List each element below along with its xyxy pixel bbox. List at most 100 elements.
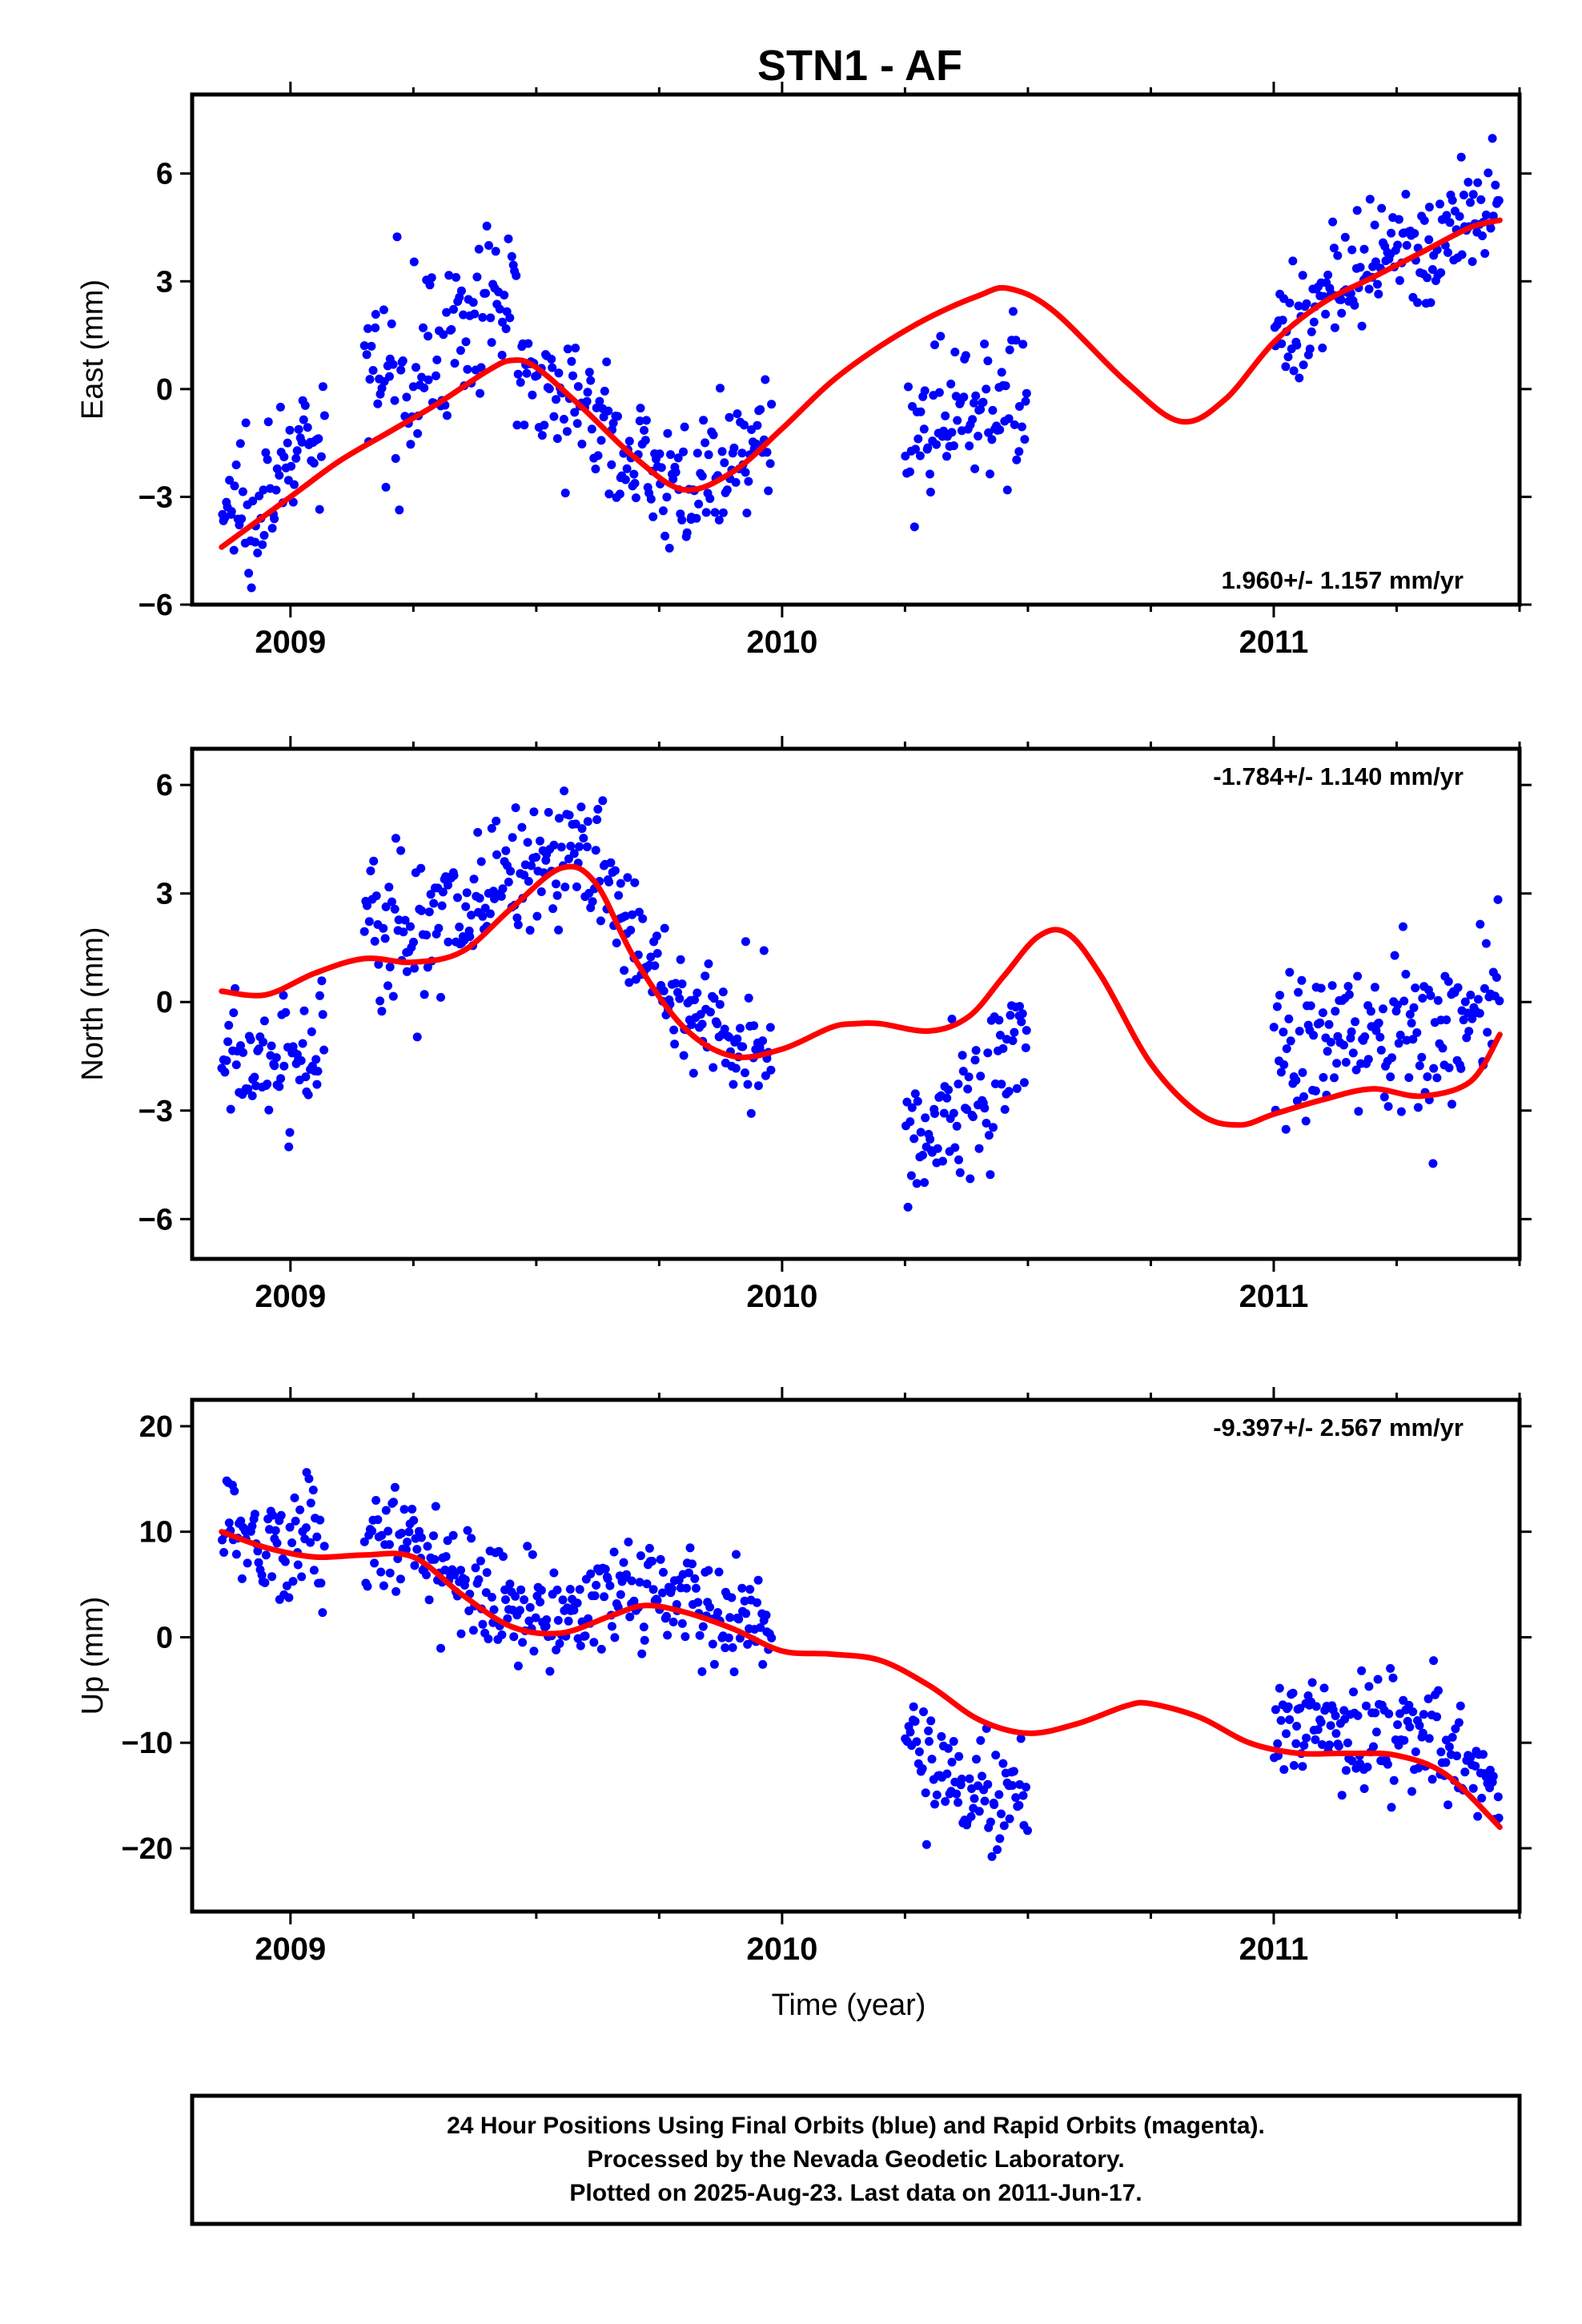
- data-point: [299, 415, 308, 424]
- data-point: [1286, 1036, 1295, 1046]
- data-point: [271, 1526, 280, 1535]
- data-point: [1271, 1705, 1280, 1715]
- data-point: [913, 434, 923, 444]
- data-point: [631, 493, 640, 503]
- data-point: [548, 904, 558, 914]
- data-point: [727, 1593, 737, 1602]
- data-point: [259, 485, 268, 495]
- panel-0: −6 −3 0 3 6 2009 2010 2011 East (mm) 1.960+/- 1.1…: [76, 82, 1532, 660]
- data-point: [610, 866, 620, 875]
- data-point: [444, 937, 453, 947]
- data-point: [222, 1055, 231, 1065]
- data-point: [729, 1667, 739, 1677]
- data-point: [919, 424, 929, 434]
- data-point: [734, 1614, 744, 1624]
- data-point: [365, 375, 375, 384]
- data-point: [224, 1020, 234, 1030]
- data-point: [528, 1550, 537, 1559]
- data-point: [524, 877, 533, 886]
- data-point: [1333, 251, 1343, 260]
- data-point: [983, 1048, 993, 1058]
- data-point: [315, 505, 324, 514]
- data-point: [270, 514, 279, 524]
- data-point: [930, 340, 939, 350]
- data-point: [525, 926, 535, 935]
- data-point: [576, 802, 586, 812]
- data-point: [368, 366, 378, 375]
- footer-line-1: 24 Hour Positions Using Final Orbits (bl…: [447, 2113, 1265, 2139]
- data-point: [698, 1622, 708, 1631]
- y-tick-label: 0: [156, 373, 173, 407]
- data-point: [520, 420, 529, 430]
- data-point: [659, 1567, 668, 1577]
- data-point: [527, 861, 536, 870]
- data-point: [691, 1583, 701, 1593]
- data-point: [1339, 1040, 1348, 1050]
- y-tick-label: 3: [156, 878, 173, 911]
- data-point: [1495, 996, 1504, 1006]
- data-point: [247, 583, 256, 593]
- data-point: [220, 1068, 230, 1077]
- data-point: [947, 428, 957, 437]
- data-point: [661, 531, 670, 541]
- footer-box: 24 Hour Positions Using Final Orbits (bl…: [190, 2093, 1522, 2226]
- data-point: [258, 540, 267, 549]
- data-point: [463, 364, 472, 374]
- data-point: [553, 1615, 563, 1625]
- data-point: [224, 1518, 234, 1528]
- y-tick-label: 10: [139, 1516, 173, 1550]
- data-point: [599, 412, 608, 422]
- data-point: [676, 955, 685, 964]
- data-point: [301, 1072, 311, 1082]
- data-point: [1281, 362, 1291, 372]
- data-point: [1426, 991, 1435, 1000]
- data-point: [983, 356, 993, 366]
- data-point: [690, 995, 699, 1004]
- data-point: [363, 324, 372, 333]
- data-point: [690, 1574, 700, 1583]
- data-point: [1331, 1711, 1340, 1720]
- data-point: [1012, 455, 1022, 464]
- data-point: [1353, 1711, 1363, 1720]
- data-point: [909, 1134, 919, 1144]
- data-point: [1473, 178, 1483, 187]
- data-point: [949, 1737, 958, 1746]
- data-point: [1015, 1002, 1024, 1011]
- data-point: [697, 472, 707, 480]
- y-tick-label: 6: [156, 769, 173, 802]
- data-point: [1318, 1740, 1327, 1749]
- data-point: [1323, 270, 1333, 279]
- data-point: [1337, 1791, 1347, 1800]
- data-point: [732, 1550, 741, 1559]
- scatter-points: [218, 1468, 1504, 1861]
- data-point: [432, 355, 442, 364]
- data-point: [381, 902, 391, 911]
- data-point: [1362, 1701, 1371, 1711]
- data-point: [745, 1585, 755, 1594]
- data-point: [424, 375, 433, 384]
- data-point: [367, 341, 376, 351]
- data-point: [450, 359, 460, 368]
- data-point: [1371, 1727, 1381, 1737]
- data-point: [756, 1622, 765, 1632]
- data-point: [568, 371, 577, 380]
- data-point: [1466, 198, 1475, 207]
- data-point: [250, 1072, 259, 1082]
- data-point: [385, 1540, 394, 1550]
- data-point: [677, 515, 687, 525]
- data-point: [576, 1641, 585, 1651]
- data-point: [1350, 300, 1359, 310]
- data-point: [408, 1505, 417, 1514]
- data-point: [1010, 1027, 1019, 1037]
- data-point: [1432, 1712, 1442, 1722]
- data-point: [907, 1103, 917, 1112]
- data-point: [544, 807, 553, 817]
- data-point: [513, 369, 523, 379]
- data-point: [662, 1611, 671, 1621]
- data-point: [1357, 1666, 1367, 1675]
- data-point: [627, 1576, 636, 1586]
- data-point: [276, 1074, 286, 1084]
- data-point: [738, 1042, 748, 1051]
- data-point: [298, 1039, 307, 1048]
- data-point: [569, 849, 579, 858]
